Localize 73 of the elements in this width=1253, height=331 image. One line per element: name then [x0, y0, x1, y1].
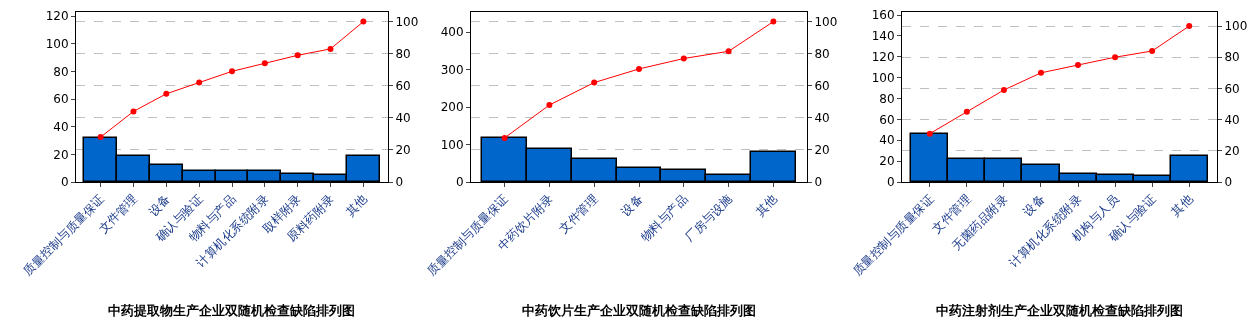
x-tick-label: 其他 — [342, 191, 370, 219]
y-tick-label: 400 — [440, 25, 464, 40]
y-tick-label: 0 — [886, 175, 895, 190]
point — [680, 55, 687, 62]
text: 中药提取物生产企业双随机检查缺陷排列图 — [108, 303, 355, 318]
y2-tick-label: 80 — [814, 46, 830, 61]
point — [1000, 86, 1007, 93]
y-tick-label: 40 — [879, 133, 895, 148]
point — [1149, 47, 1156, 54]
point — [636, 65, 642, 72]
y2-tick-label: 100 — [1224, 19, 1248, 34]
point — [1186, 23, 1193, 30]
y2-tick-label: 0 — [395, 175, 404, 190]
point — [725, 48, 732, 55]
y-tick-label: 120 — [871, 50, 895, 65]
y2-tick-label: 20 — [814, 143, 830, 158]
x-tick-label: 其他 — [1168, 191, 1196, 219]
point — [501, 134, 508, 141]
point — [261, 60, 268, 67]
x-tick-label: 设备 — [1020, 191, 1048, 219]
y-tick-label: 160 — [871, 8, 895, 23]
y2-tick-label: 60 — [1224, 81, 1240, 96]
point — [163, 90, 170, 97]
y-tick-label: 60 — [879, 112, 895, 127]
y2-tick-label: 40 — [395, 111, 411, 126]
y-tick-label: 0 — [60, 175, 69, 190]
text: 中药饮片生产企业双随机检查缺陷排列图 — [522, 303, 756, 318]
y-tick-label: 140 — [871, 29, 895, 44]
y2-tick-label: 100 — [814, 14, 838, 29]
y2-tick-label: 20 — [395, 143, 411, 158]
point — [196, 79, 203, 86]
y-tick-label: 300 — [440, 62, 464, 77]
point — [591, 79, 598, 86]
point — [229, 68, 235, 75]
text: 中药注射剂生产企业双随机检查缺陷排列图 — [936, 303, 1183, 318]
y2-tick-label: 40 — [814, 111, 830, 126]
y2-tick-label: 0 — [814, 175, 823, 190]
x-tick-label: 其他 — [752, 191, 780, 219]
y2-tick-label: 60 — [814, 78, 830, 93]
y2-tick-label: 100 — [395, 14, 419, 29]
point — [327, 45, 334, 52]
x-tick-label: 文件管理 — [556, 191, 601, 236]
point — [963, 108, 970, 115]
y-tick-label: 100 — [440, 137, 464, 152]
point — [770, 18, 777, 25]
y2-tick-label: 80 — [1224, 50, 1240, 65]
y2-tick-label: 60 — [395, 78, 411, 93]
y-tick-label: 80 — [879, 91, 895, 106]
y-tick-label: 120 — [45, 9, 69, 24]
y2-tick-label: 0 — [1224, 175, 1233, 190]
x-tick-label: 设备 — [618, 191, 646, 219]
y-tick-label: 40 — [53, 119, 69, 134]
y-tick-label: 0 — [455, 175, 464, 190]
y-tick-label: 20 — [53, 147, 69, 162]
y2-tick-label: 40 — [1224, 112, 1240, 127]
point — [294, 52, 301, 59]
x-tick-label: 设备 — [145, 191, 173, 219]
point — [1075, 62, 1082, 69]
point — [546, 102, 553, 109]
y-tick-label: 100 — [871, 70, 895, 85]
point — [926, 130, 933, 137]
point — [97, 134, 104, 141]
y2-tick-label: 20 — [1224, 144, 1240, 159]
y2-tick-label: 80 — [395, 46, 411, 61]
y-tick-label: 60 — [53, 92, 69, 107]
y-tick-label: 80 — [53, 64, 69, 79]
point — [1037, 69, 1044, 76]
y-tick-label: 200 — [440, 100, 464, 115]
point — [360, 18, 367, 25]
point — [1112, 54, 1119, 61]
point — [130, 108, 137, 115]
y-tick-label: 20 — [879, 154, 895, 169]
y-tick-label: 100 — [45, 36, 69, 51]
